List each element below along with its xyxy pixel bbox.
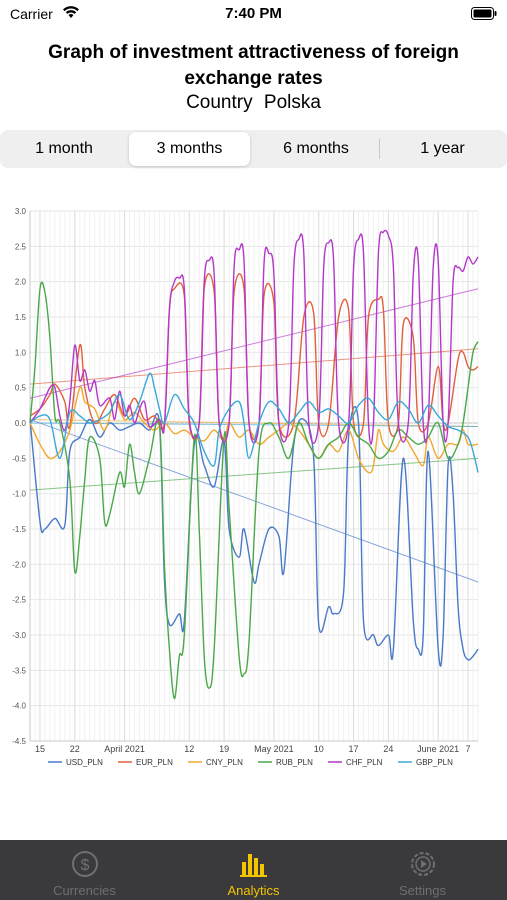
x-tick-label: 24 bbox=[383, 744, 393, 754]
y-tick-label: -3.0 bbox=[12, 631, 26, 640]
svg-text:$: $ bbox=[81, 857, 90, 874]
x-tick-label: June 2021 bbox=[417, 744, 459, 754]
trendline-usd_pln bbox=[29, 418, 479, 583]
x-tick-label: 19 bbox=[219, 744, 229, 754]
bar-chart-icon bbox=[240, 854, 267, 877]
series-line-gbp_pln bbox=[29, 372, 479, 473]
y-tick-label: 0.5 bbox=[15, 384, 27, 393]
x-tick-label: 15 bbox=[35, 744, 45, 754]
legend-label: CHF_PLN bbox=[346, 758, 383, 767]
y-tick-label: -4.0 bbox=[12, 702, 26, 711]
currency-line-chart: 3.0 2.5 2.0 1.5 1.0 0.5 0.0 -0.5 -1.0 -1.5 -2.0 -2.… bbox=[12, 207, 479, 767]
segment-divider bbox=[379, 139, 380, 159]
x-tick-label: May 2021 bbox=[254, 744, 294, 754]
tab-analytics[interactable]: Analytics bbox=[169, 840, 338, 900]
x-tick-label: 22 bbox=[70, 744, 80, 754]
segment-6-months[interactable]: 6 months bbox=[283, 140, 349, 157]
y-tick-label: 2.0 bbox=[15, 278, 27, 287]
y-tick-label: -2.5 bbox=[12, 596, 26, 605]
series-line-usd_pln bbox=[29, 406, 479, 667]
y-tick-label: -2.0 bbox=[12, 560, 26, 569]
trendline-chf_pln bbox=[29, 288, 479, 399]
trendline-rub_pln bbox=[29, 457, 479, 491]
period-segmented-control: 1 month 3 months 6 months 1 year bbox=[0, 130, 507, 168]
dollar-circle-icon: $ bbox=[72, 851, 98, 877]
status-bar: Carrier 7:40 PM bbox=[0, 0, 507, 28]
tab-analytics-label: Analytics bbox=[227, 883, 280, 898]
y-tick-label: -1.5 bbox=[12, 525, 26, 534]
segment-3-months[interactable]: 3 months bbox=[129, 132, 250, 166]
legend-label: EUR_PLN bbox=[136, 758, 173, 767]
status-time: 7:40 PM bbox=[225, 5, 282, 22]
page-title: Graph of investment attractiveness of fo… bbox=[48, 42, 459, 89]
series-line-chf_pln bbox=[29, 229, 479, 445]
trendline-eur_pln bbox=[29, 348, 479, 385]
y-tick-label: 1.0 bbox=[15, 348, 27, 357]
y-tick-label: 0.0 bbox=[15, 419, 27, 428]
tab-currencies[interactable]: $ Currencies bbox=[0, 840, 169, 900]
legend-label: CNY_PLN bbox=[206, 758, 243, 767]
y-tick-label: 2.5 bbox=[15, 242, 27, 251]
trendline-gbp_pln bbox=[29, 422, 479, 428]
y-tick-label: -3.5 bbox=[12, 666, 26, 675]
tab-currencies-label: Currencies bbox=[53, 883, 116, 898]
y-tick-label: -1.0 bbox=[12, 490, 26, 499]
trendline-cny_pln bbox=[29, 418, 479, 428]
tab-settings-label: Settings bbox=[399, 883, 446, 898]
country-label: Country bbox=[186, 92, 253, 113]
legend-label: USD_PLN bbox=[66, 758, 103, 767]
battery-icon bbox=[471, 7, 497, 20]
carrier-label: Carrier bbox=[10, 6, 53, 22]
series-line-rub_pln bbox=[29, 281, 479, 700]
gear-play-icon bbox=[411, 852, 435, 876]
y-tick-label: -0.5 bbox=[12, 454, 26, 463]
legend-label: RUB_PLN bbox=[276, 758, 313, 767]
segment-1-month[interactable]: 1 month bbox=[35, 140, 93, 157]
y-tick-label: 3.0 bbox=[15, 207, 27, 216]
wifi-icon bbox=[63, 6, 79, 18]
tab-settings[interactable]: Settings bbox=[338, 840, 507, 900]
series-line-cny_pln bbox=[29, 386, 479, 474]
x-tick-label: April 2021 bbox=[104, 744, 145, 754]
country-value: Polska bbox=[263, 92, 321, 113]
tab-bar: $ Currencies Analytics Settings bbox=[0, 840, 507, 900]
country-line: Country Polska bbox=[0, 92, 507, 114]
x-tick-label: 7 bbox=[466, 744, 471, 754]
segment-1-year[interactable]: 1 year bbox=[420, 140, 465, 157]
x-tick-label: 17 bbox=[349, 744, 359, 754]
y-tick-label: -4.5 bbox=[12, 737, 26, 746]
x-tick-label: 10 bbox=[314, 744, 324, 754]
legend-label: GBP_PLN bbox=[416, 758, 453, 767]
y-tick-label: 1.5 bbox=[15, 313, 27, 322]
x-tick-label: 12 bbox=[184, 744, 194, 754]
